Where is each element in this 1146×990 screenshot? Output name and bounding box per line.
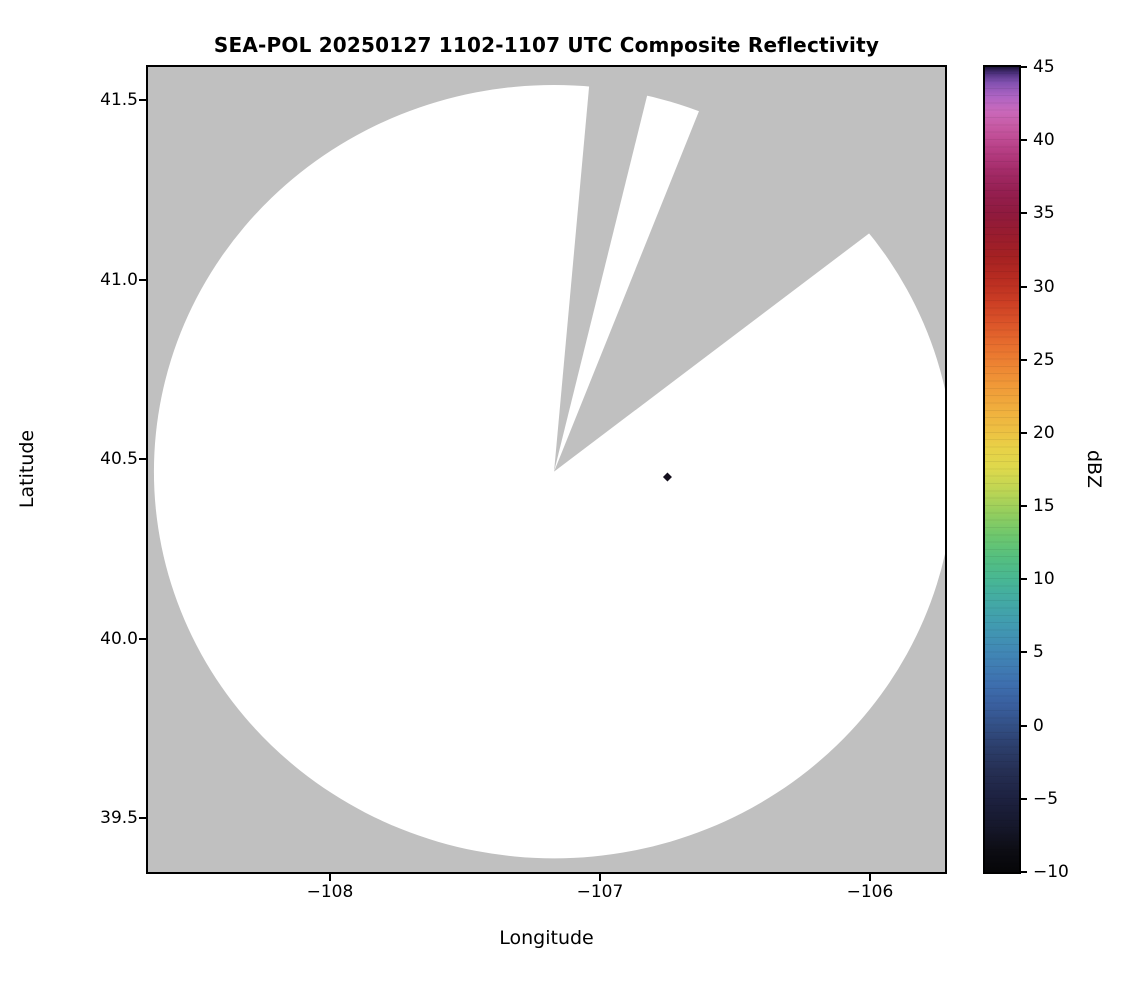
x-tick-label: −106 bbox=[846, 882, 894, 902]
y-tick-mark bbox=[139, 458, 146, 461]
colorbar-tick-mark bbox=[1021, 431, 1027, 434]
colorbar-tick-label: 20 bbox=[1033, 422, 1055, 443]
y-tick-mark bbox=[139, 278, 146, 281]
radar-coverage-plot bbox=[148, 67, 945, 872]
reflectivity-point bbox=[662, 472, 672, 482]
y-tick-label: 40.0 bbox=[100, 628, 138, 649]
colorbar-tick-mark bbox=[1021, 724, 1027, 727]
blocked-sector-wedge bbox=[554, 67, 945, 472]
colorbar-tick-mark bbox=[1021, 578, 1027, 581]
colorbar-tick-label: 10 bbox=[1033, 569, 1055, 590]
x-axis-label: Longitude bbox=[499, 927, 594, 949]
colorbar-tick-label: −5 bbox=[1033, 788, 1059, 809]
colorbar-tick-label: 5 bbox=[1033, 642, 1044, 663]
colorbar-tick-mark bbox=[1021, 505, 1027, 508]
colorbar bbox=[983, 65, 1021, 874]
colorbar-tick-label: −10 bbox=[1033, 862, 1069, 882]
plot-area bbox=[146, 65, 947, 874]
colorbar-band-lines bbox=[985, 67, 1019, 872]
y-axis-label: Latitude bbox=[16, 429, 38, 509]
colorbar-label: dBZ bbox=[1083, 449, 1105, 489]
colorbar-tick-label: 40 bbox=[1033, 130, 1055, 151]
colorbar-gradient bbox=[985, 67, 1019, 872]
colorbar-tick-label: 35 bbox=[1033, 203, 1055, 224]
x-tick-mark bbox=[868, 874, 871, 881]
y-tick-label: 39.5 bbox=[100, 808, 138, 829]
colorbar-tick-mark bbox=[1021, 285, 1027, 288]
colorbar-tick-mark bbox=[1021, 139, 1027, 142]
colorbar-tick-label: 15 bbox=[1033, 496, 1055, 517]
colorbar-tick-label: 45 bbox=[1033, 57, 1055, 77]
y-tick-mark bbox=[139, 99, 146, 102]
colorbar-tick-mark bbox=[1021, 358, 1027, 361]
y-tick-mark bbox=[139, 637, 146, 640]
colorbar-tick-label: 30 bbox=[1033, 276, 1055, 297]
colorbar-tick-label: 0 bbox=[1033, 715, 1044, 736]
y-tick-label: 40.5 bbox=[100, 449, 138, 470]
colorbar-tick-mark bbox=[1021, 797, 1027, 800]
colorbar-tick-label: 25 bbox=[1033, 349, 1055, 370]
x-tick-label: −108 bbox=[306, 882, 354, 902]
y-tick-label: 41.0 bbox=[100, 269, 138, 290]
chart-title: SEA-POL 20250127 1102-1107 UTC Composite… bbox=[213, 33, 880, 57]
x-tick-mark bbox=[328, 874, 331, 881]
y-tick-label: 41.5 bbox=[100, 90, 138, 111]
colorbar-tick-mark bbox=[1021, 871, 1027, 873]
x-tick-label: −107 bbox=[576, 882, 624, 902]
colorbar-tick-mark bbox=[1021, 212, 1027, 215]
colorbar-tick-mark bbox=[1021, 651, 1027, 654]
x-tick-mark bbox=[598, 874, 601, 881]
colorbar-tick-mark bbox=[1021, 66, 1027, 68]
y-tick-mark bbox=[139, 817, 146, 820]
